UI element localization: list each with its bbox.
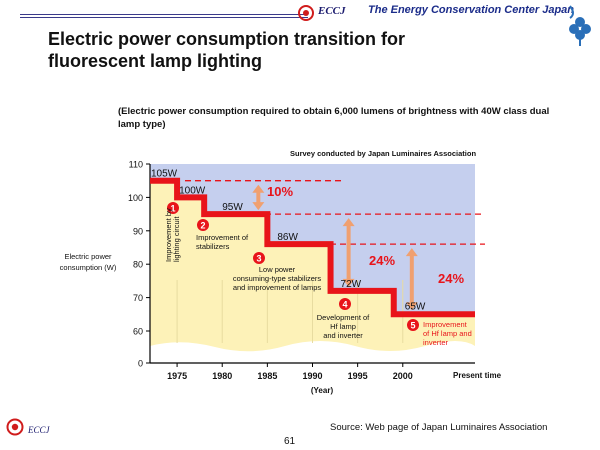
- y-tick-label: 80: [133, 260, 143, 270]
- annotation-number: 4: [342, 300, 347, 310]
- footer-org-short: ECCJ: [28, 425, 50, 435]
- eccj-logo-icon: [298, 5, 314, 21]
- x-tick-label: 2000: [393, 371, 413, 381]
- header-rule: [20, 17, 308, 18]
- annotation-text: Low power consuming-type stabilizers and i…: [233, 265, 322, 292]
- reduction-label: 24%: [438, 271, 464, 286]
- reduction-arrow-head: [405, 302, 418, 311]
- x-tick-label: 1990: [302, 371, 322, 381]
- annotation-number: 1: [170, 204, 175, 214]
- x-tick-label: 1985: [257, 371, 277, 381]
- annotation-line: inverter: [423, 338, 449, 347]
- annotation-marker: [167, 202, 179, 214]
- x-tick-label: 1975: [167, 371, 187, 381]
- annotation-line: and inverter: [323, 331, 363, 340]
- annotation-line: Low power: [259, 265, 296, 274]
- annotation-line: of Hf lamp and: [423, 329, 472, 338]
- annotation-number: 5: [410, 321, 415, 331]
- consumption-step-line: [150, 177, 475, 318]
- annotation-text: Improvement of stabilizers: [196, 233, 249, 251]
- y-tick-label: 70: [133, 293, 143, 303]
- slide-title: Electric power consumption transition fo…: [48, 29, 406, 71]
- annotation-marker: [197, 219, 209, 231]
- y-tick-label: 0: [138, 359, 143, 369]
- x-end-label: Present time: [453, 371, 502, 380]
- annotation-line: Improvement of: [196, 233, 249, 242]
- step-value-label: 105W: [151, 169, 178, 180]
- annotation-line: stabilizers: [196, 242, 230, 251]
- x-tick-label: 1995: [348, 371, 368, 381]
- annotation-line: consuming-type stabilizers: [233, 274, 322, 283]
- footer-logo-icon: [6, 418, 24, 436]
- annotation-line: Improvement by: [164, 208, 173, 262]
- annotation-text: Development of Hf lamp and inverter: [317, 313, 370, 340]
- header-rule: [20, 14, 308, 15]
- reduction-arrow-head: [342, 278, 355, 287]
- reduction-arrow-head: [252, 184, 265, 193]
- annotation-marker: [253, 252, 265, 264]
- survey-note: Survey conducted by Japan Luminaires Ass…: [290, 149, 477, 158]
- clover-logo-icon: [569, 5, 591, 46]
- y-tick-label: 100: [128, 193, 143, 203]
- reduction-label: 10%: [267, 184, 293, 199]
- page-number: 61: [284, 436, 296, 447]
- reduction-arrow-head: [252, 202, 265, 211]
- annotation-number: 2: [200, 221, 205, 231]
- step-value-label: 100W: [179, 185, 206, 196]
- x-axis-label: (Year): [311, 386, 334, 395]
- annotation-line: Hf lamp: [330, 322, 356, 331]
- header-org-name: The Energy Conservation Center Japan: [368, 4, 574, 16]
- step-value-label: 95W: [222, 202, 243, 213]
- y-tick-label: 110: [129, 160, 143, 170]
- reduction-arrow-head: [342, 218, 355, 227]
- reduction-arrow-head: [405, 248, 418, 257]
- y-tick-label: 60: [133, 327, 143, 337]
- annotation-line: Development of: [317, 313, 370, 322]
- source-note: Source: Web page of Japan Luminaires Ass…: [330, 422, 548, 433]
- y-axis-label: Electric power consumption (W): [59, 252, 117, 272]
- y-tick-label: 90: [133, 226, 143, 236]
- reduction-label: 24%: [369, 253, 395, 268]
- annotation-text: Improvement of Hf lamp and inverter: [423, 320, 472, 347]
- annotation-line: and improvement of lamps: [233, 283, 322, 292]
- annotation-marker: [339, 298, 351, 310]
- step-value-label: 86W: [277, 232, 298, 243]
- annotation-marker: [407, 319, 419, 331]
- x-tick-label: 1980: [212, 371, 232, 381]
- annotation-number: 3: [256, 254, 261, 264]
- axis-break: [150, 341, 475, 360]
- chart-subtitle: (Electric power consumption required to …: [118, 106, 550, 130]
- annotation-text: Improvement bylighting circuit: [164, 208, 181, 262]
- step-value-label: 65W: [405, 301, 426, 312]
- annotation-line: Improvement: [423, 320, 468, 329]
- annotation-line: lighting circuit: [172, 216, 181, 262]
- header-org-short: ECCJ: [318, 5, 346, 17]
- step-value-label: 72W: [341, 279, 362, 290]
